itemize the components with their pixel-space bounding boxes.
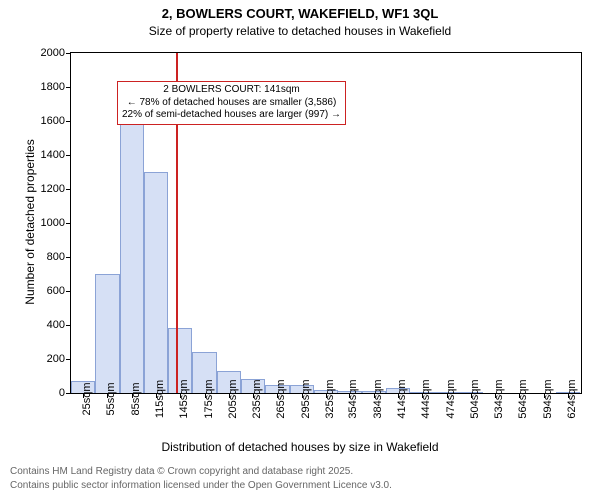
xtick-label: 145sqm xyxy=(176,379,190,418)
xtick-label: 384sqm xyxy=(370,379,384,418)
x-axis-label: Distribution of detached houses by size … xyxy=(0,440,600,454)
xtick-label: 354sqm xyxy=(345,379,359,418)
ytick-label: 400 xyxy=(47,319,71,331)
xtick-label: 85sqm xyxy=(128,382,142,415)
xtick-label: 594sqm xyxy=(540,379,554,418)
xtick-label: 504sqm xyxy=(467,379,481,418)
xtick-label: 205sqm xyxy=(225,379,239,418)
ytick-label: 600 xyxy=(47,285,71,297)
ytick-label: 1400 xyxy=(41,149,71,161)
histogram-bar xyxy=(144,172,168,393)
ytick-label: 800 xyxy=(47,251,71,263)
xtick-label: 25sqm xyxy=(79,382,93,415)
callout-line-1: 2 BOWLERS COURT: 141sqm xyxy=(122,84,341,97)
y-axis-label: Number of detached properties xyxy=(23,122,37,322)
ytick-label: 1800 xyxy=(41,81,71,93)
xtick-label: 474sqm xyxy=(443,379,457,418)
xtick-label: 115sqm xyxy=(152,380,166,418)
xtick-label: 624sqm xyxy=(564,379,578,418)
ytick-label: 200 xyxy=(47,353,71,365)
plot-area: 0200400600800100012001400160018002000 25… xyxy=(70,52,582,394)
ytick-label: 1000 xyxy=(41,217,71,229)
xtick-label: 235sqm xyxy=(249,379,263,418)
footnote-line-2: Contains public sector information licen… xyxy=(10,480,392,491)
callout-line-3: 22% of semi-detached houses are larger (… xyxy=(122,109,341,122)
xtick-label: 414sqm xyxy=(394,379,408,418)
footnote-line-1: Contains HM Land Registry data © Crown c… xyxy=(10,466,353,477)
xtick-label: 444sqm xyxy=(418,379,432,418)
chart-title: 2, BOWLERS COURT, WAKEFIELD, WF1 3QL xyxy=(0,6,600,21)
figure-root: 2, BOWLERS COURT, WAKEFIELD, WF1 3QL Siz… xyxy=(0,0,600,500)
xtick-label: 564sqm xyxy=(515,379,529,418)
xtick-label: 295sqm xyxy=(298,379,312,418)
xtick-label: 265sqm xyxy=(273,379,287,418)
xtick-label: 175sqm xyxy=(201,379,215,418)
ytick-label: 2000 xyxy=(41,47,71,59)
ytick-label: 1600 xyxy=(41,115,71,127)
xtick-label: 534sqm xyxy=(491,379,505,418)
ytick-label: 0 xyxy=(59,387,71,399)
histogram-bar xyxy=(95,274,119,393)
xtick-label: 325sqm xyxy=(322,379,336,418)
histogram-bar xyxy=(120,111,144,393)
callout-box: 2 BOWLERS COURT: 141sqm ← 78% of detache… xyxy=(117,81,346,125)
xtick-label: 55sqm xyxy=(103,382,117,415)
chart-subtitle: Size of property relative to detached ho… xyxy=(0,24,600,38)
callout-line-2: ← 78% of detached houses are smaller (3,… xyxy=(122,97,341,110)
ytick-label: 1200 xyxy=(41,183,71,195)
